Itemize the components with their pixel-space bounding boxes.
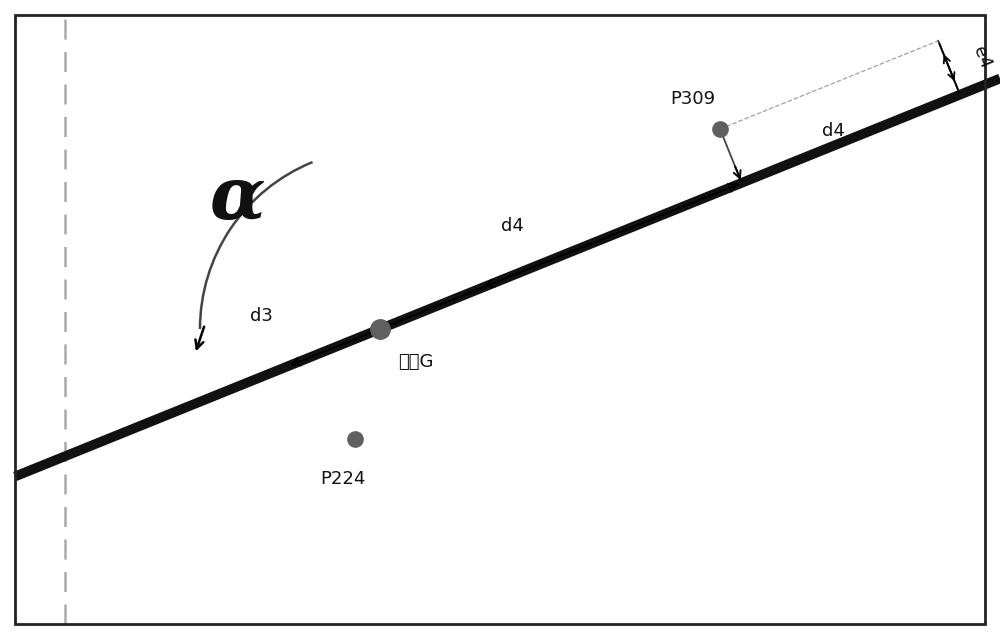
Text: 重心G: 重心G — [398, 353, 433, 371]
Text: α: α — [210, 163, 266, 234]
Text: d3: d3 — [250, 307, 273, 325]
Text: d4: d4 — [501, 217, 524, 235]
Text: P309: P309 — [670, 90, 715, 108]
Text: d4: d4 — [822, 121, 845, 139]
Text: e4: e4 — [969, 44, 994, 72]
Text: P224: P224 — [320, 470, 365, 488]
